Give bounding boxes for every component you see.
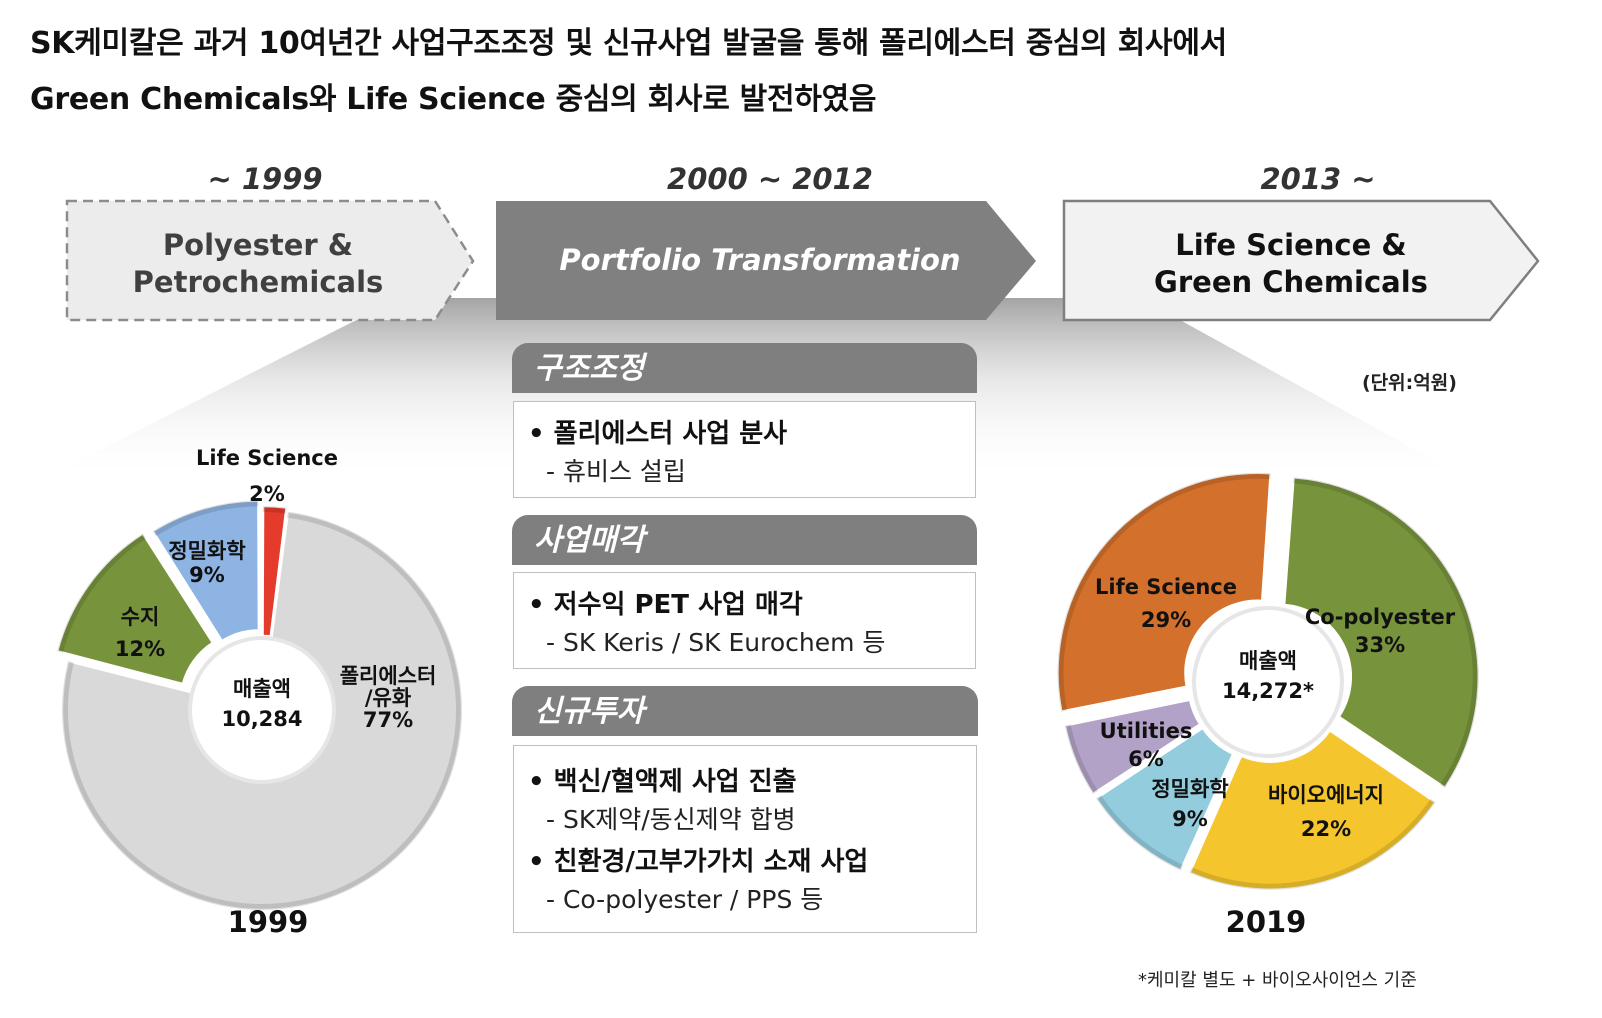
section-divestiture-title: 사업매각 bbox=[512, 515, 977, 565]
section-new-investment-box: • 백신/혈액제 사업 진출 - SK제약/동신제약 합병 • 친환경/고부가가… bbox=[513, 745, 977, 933]
slice-수지 bbox=[55, 531, 215, 686]
chart-2019-title: 2019 bbox=[1225, 905, 1307, 939]
slice-정밀화학 bbox=[150, 499, 261, 643]
name-label-co-polyester: Co-polyester bbox=[1305, 605, 1456, 629]
arrow-2013-label-line2: Green Chemicals bbox=[1154, 265, 1428, 299]
slice-utilities bbox=[1063, 698, 1202, 796]
arrow-2013-label-line1: Life Science & bbox=[1175, 228, 1407, 262]
slice-co-polyester bbox=[1282, 475, 1481, 790]
arrow-1999-label-line1: Polyester & bbox=[162, 228, 354, 262]
slice-정밀화학 bbox=[1094, 726, 1235, 873]
slice-life-science bbox=[1056, 471, 1272, 714]
headline-line-2: Green Chemicals와 Life Science 중심의 회사로 발전… bbox=[30, 82, 877, 117]
center-label-0: 매출액 bbox=[233, 677, 291, 701]
chart-2019: 매출액 14,272* Co-polyester 33% 바이오에너지 22% 정밀화학 9%… bbox=[1056, 471, 1481, 891]
value-label-정밀화학: 9% bbox=[1172, 807, 1208, 831]
value-label-co-polyester: 33% bbox=[1355, 633, 1405, 657]
slice-edge-life-science bbox=[263, 506, 287, 514]
slice-edge-정밀화학 bbox=[1096, 795, 1184, 871]
era-label-2013: 2013 ~ bbox=[1260, 162, 1376, 196]
name-label-바이오에너지: 바이오에너지 bbox=[1268, 783, 1384, 807]
section-restructuring-sub: - 휴비스 설립 bbox=[546, 457, 686, 486]
footnote: *케미칼 별도 + 바이오사이언스 기준 bbox=[1138, 970, 1417, 991]
center-label-1: 10,284 bbox=[221, 707, 302, 731]
slice-edge-utilities bbox=[1064, 724, 1098, 795]
value-label-life-science: 2% bbox=[249, 482, 285, 506]
slice-바이오에너지 bbox=[1187, 728, 1438, 891]
center-label-1: 14,272* bbox=[1222, 679, 1314, 703]
chart-1999-title: 1999 bbox=[227, 905, 309, 939]
section-restructuring-bullet: • 폴리에스터 사업 분사 bbox=[528, 419, 788, 449]
name-label-life-science: Life Science bbox=[196, 446, 338, 470]
value-label-life-science: 29% bbox=[1141, 608, 1191, 632]
section-restructuring-title: 구조조정 bbox=[512, 343, 977, 393]
arrow-2000-2012-label: Portfolio Transformation bbox=[559, 243, 961, 277]
section-new-investment-sub-2: - Co-polyester / PPS 등 bbox=[546, 885, 824, 914]
section-new-investment-sub-1: - SK제약/동신제약 합병 bbox=[546, 805, 796, 834]
value-label-바이오에너지: 22% bbox=[1301, 817, 1351, 841]
section-restructuring-box: • 폴리에스터 사업 분사 - 휴비스 설립 bbox=[513, 401, 976, 498]
arrow-2013-label: Life Science & Green Chemicals bbox=[1066, 227, 1516, 301]
unit-label: (단위:억원) bbox=[1362, 372, 1457, 394]
center-label-0: 매출액 bbox=[1239, 649, 1297, 673]
arrow-2000-2012 bbox=[496, 201, 1036, 320]
value-label-정밀화학: 9% bbox=[189, 563, 225, 587]
arrow-2013 bbox=[1062, 199, 1540, 322]
value-label-utilities: 6% bbox=[1128, 747, 1164, 771]
section-new-investment-bullet-2: • 친환경/고부가가치 소재 사업 bbox=[528, 847, 869, 877]
value-label-수지: 12% bbox=[115, 637, 165, 661]
name-label-수지: 수지 bbox=[121, 605, 160, 629]
section-new-investment-title: 신규투자 bbox=[512, 686, 978, 736]
name-label-utilities: Utilities bbox=[1100, 719, 1193, 743]
arrow-1999-label: Polyester & Petrochemicals bbox=[68, 227, 448, 301]
section-new-investment-bullet-1: • 백신/혈액제 사업 진출 bbox=[528, 767, 797, 797]
donut-hole bbox=[192, 640, 332, 780]
slice-edge-바이오에너지 bbox=[1189, 798, 1436, 890]
arrow-1999 bbox=[65, 199, 475, 322]
name-label-폴리에스터-유화: /유화 bbox=[365, 686, 412, 710]
name-label-정밀화학: 정밀화학 bbox=[1151, 777, 1228, 801]
section-divestiture-bullet: • 저수익 PET 사업 매각 bbox=[528, 590, 803, 620]
arrow-1999-label-line2: Petrochemicals bbox=[132, 265, 384, 299]
era-label-2000-2012: 2000 ~ 2012 bbox=[667, 162, 873, 196]
slice-edge-co-polyester bbox=[1293, 477, 1479, 788]
name-label-정밀화학: 정밀화학 bbox=[168, 539, 245, 563]
donut-hole bbox=[1196, 610, 1340, 754]
value-label-폴리에스터-유화: 77% bbox=[363, 708, 413, 732]
slice-edge-수지 bbox=[57, 533, 147, 653]
headline-line-1: SK케미칼은 과거 10여년간 사업구조조정 및 신규사업 발굴을 통해 폴리에… bbox=[30, 26, 1227, 61]
name-label-폴리에스터-유화: 폴리에스터 bbox=[340, 664, 437, 688]
name-label-life-science: Life Science bbox=[1095, 575, 1237, 599]
section-divestiture-sub: - SK Keris / SK Eurochem 등 bbox=[546, 628, 886, 657]
section-divestiture-box: • 저수익 PET 사업 매각 - SK Keris / SK Eurochem… bbox=[513, 572, 976, 669]
era-label-1999: ~ 1999 bbox=[207, 162, 323, 196]
slice-edge-정밀화학 bbox=[152, 500, 259, 537]
